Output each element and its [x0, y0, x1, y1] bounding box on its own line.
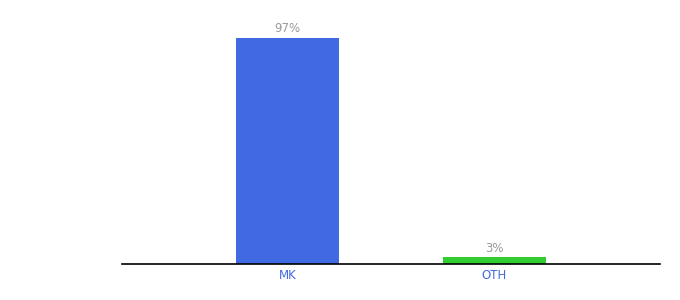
Text: 97%: 97% — [275, 22, 301, 35]
Bar — [443, 257, 546, 264]
Text: 3%: 3% — [485, 242, 504, 255]
Bar — [236, 38, 339, 264]
